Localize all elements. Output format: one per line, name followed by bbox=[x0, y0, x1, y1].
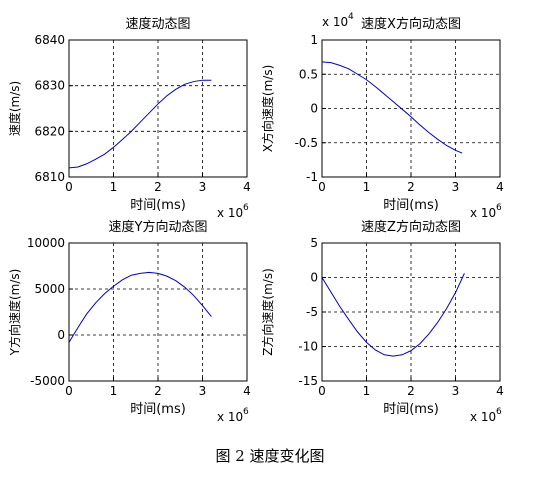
speed-y-ytick-label: -5000 bbox=[30, 374, 65, 388]
speed-y-ytick-label: 5000 bbox=[34, 282, 65, 296]
speed-x-x-exponent: x 10 bbox=[470, 206, 496, 220]
speed-y-x-exponent-power: 6 bbox=[243, 407, 249, 417]
speed-x-ylabel: X方向速度(m/s) bbox=[260, 65, 275, 153]
speed-x-exponent-power: 6 bbox=[243, 203, 249, 213]
speed-x-xtick-label: 2 bbox=[407, 180, 415, 194]
speed-z-xtick-label: 0 bbox=[318, 384, 326, 398]
speed-z-x-exponent: x 10 bbox=[470, 410, 496, 424]
speed-xtick-label: 1 bbox=[110, 180, 118, 194]
speed-y-xtick-label: 0 bbox=[65, 384, 73, 398]
speed-title: 速度动态图 bbox=[125, 16, 190, 32]
speed-x-ytick-label: 0.5 bbox=[299, 67, 318, 81]
speed-x-series-line bbox=[321, 61, 463, 154]
speed-x-ytick-label: -0.5 bbox=[295, 136, 318, 150]
speed-z-ylabel: Z方向速度(m/s) bbox=[260, 268, 275, 356]
speed-z-ytick-label: -5 bbox=[306, 305, 318, 319]
speed-y-x-exponent: x 10 bbox=[217, 410, 243, 424]
speed-xlabel: 时间(ms) bbox=[130, 198, 186, 213]
speed-y-xtick-label: 3 bbox=[199, 384, 207, 398]
speed-z-xtick-label: 1 bbox=[363, 384, 371, 398]
speed-z-ytick-label: 0 bbox=[310, 271, 318, 285]
speed-series-line bbox=[68, 79, 212, 169]
speed-z-title: 速度Z方向动态图 bbox=[361, 219, 461, 235]
speed-z-ytick-label: -10 bbox=[298, 340, 318, 354]
speed-y-xtick-label: 2 bbox=[154, 384, 162, 398]
speed-y-xtick-label: 4 bbox=[243, 384, 251, 398]
speed-z-xtick-label: 2 bbox=[407, 384, 415, 398]
speed-y-xlabel: 时间(ms) bbox=[130, 402, 186, 417]
speed-y-ytick-label: 10000 bbox=[27, 236, 65, 250]
speed-x-xtick-label: 4 bbox=[496, 180, 504, 194]
speed-y-series-line bbox=[68, 271, 212, 343]
speed-ytick-label: 6810 bbox=[34, 170, 65, 184]
speed-z-series-line bbox=[321, 273, 465, 357]
speed-x-title: 速度X方向动态图 bbox=[361, 16, 461, 32]
speed-y-xtick-label: 1 bbox=[110, 384, 118, 398]
speed-xtick-label: 0 bbox=[65, 180, 73, 194]
speed-y-ytick-label: 0 bbox=[57, 328, 65, 342]
speed-x-ytick-label: 1 bbox=[310, 33, 318, 47]
speed-x-x-exponent-power: 6 bbox=[496, 203, 502, 213]
speed-z-xtick-label: 3 bbox=[452, 384, 460, 398]
speed-x-xtick-label: 3 bbox=[452, 180, 460, 194]
speed-xtick-label: 3 bbox=[199, 180, 207, 194]
speed-x-y-exponent: x 10 bbox=[322, 15, 348, 29]
speed-y-title: 速度Y方向动态图 bbox=[109, 219, 208, 235]
speed-y-ylabel: Y方向速度(m/s) bbox=[7, 269, 22, 357]
speed-ytick-label: 6840 bbox=[34, 33, 65, 47]
speed-ytick-label: 6830 bbox=[34, 79, 65, 93]
speed-z-ytick-label: 5 bbox=[310, 236, 318, 250]
figure-caption: 图 2 速度变化图 bbox=[215, 447, 324, 465]
speed-x-xlabel: 时间(ms) bbox=[383, 198, 439, 213]
speed-ylabel: 速度(m/s) bbox=[7, 81, 22, 136]
speed-x-xtick-label: 0 bbox=[318, 180, 326, 194]
speed-x-xtick-label: 1 bbox=[363, 180, 371, 194]
speed-z-x-exponent-power: 6 bbox=[496, 407, 502, 417]
speed-x-exponent: x 10 bbox=[217, 206, 243, 220]
speed-x-ytick-label: -1 bbox=[306, 170, 318, 184]
speed-x-y-exponent-power: 4 bbox=[348, 12, 354, 22]
speed-z-ytick-label: -15 bbox=[298, 374, 318, 388]
speed-x-ytick-label: 0 bbox=[310, 102, 318, 116]
speed-xtick-label: 4 bbox=[243, 180, 251, 194]
speed-y-chart: 0 1 2 3 4-50000500010000速度Y方向动态图时间(ms)Y方向速度(… bbox=[7, 219, 251, 424]
speed-ytick-label: 6820 bbox=[34, 124, 65, 138]
speed-z-xlabel: 时间(ms) bbox=[383, 402, 439, 417]
speed-xtick-label: 2 bbox=[154, 180, 162, 194]
speed-z-xtick-label: 4 bbox=[496, 384, 504, 398]
